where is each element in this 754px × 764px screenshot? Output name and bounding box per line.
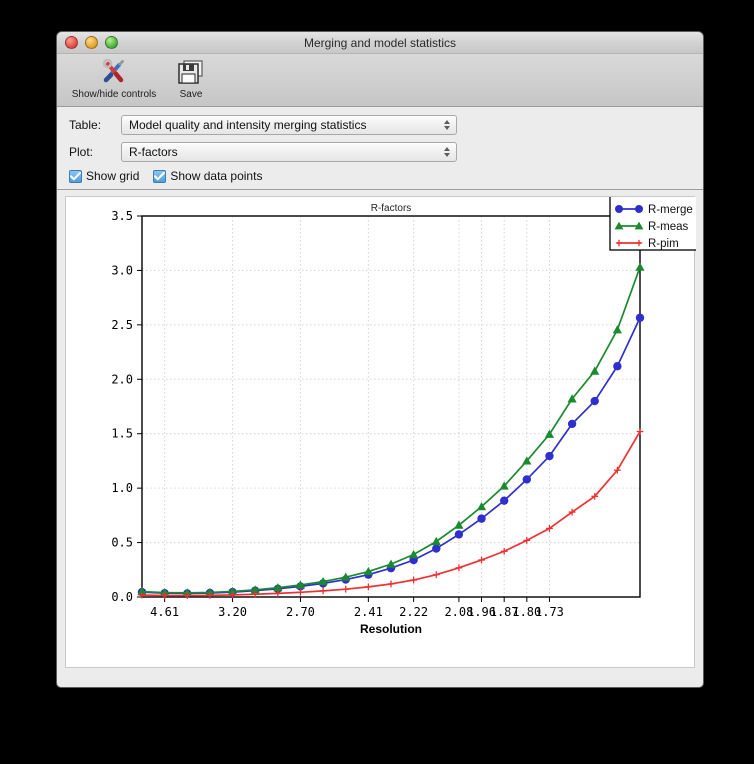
show-data-points-label: Show data points (170, 169, 263, 183)
r-factors-chart: R-factors 0.0 0.5 1.0 1.5 2.0 2.5 3.0 3.5 4.61 3.2… (111, 197, 696, 636)
svg-text:1.87: 1.87 (490, 605, 519, 619)
svg-text:2.5: 2.5 (111, 318, 133, 332)
svg-text:2.70: 2.70 (286, 605, 315, 619)
plot-canvas: R-factors 0.0 0.5 1.0 1.5 2.0 2.5 3.0 3.5 4.61 3.2… (65, 196, 696, 668)
toolbar: Show/hide controls Save (57, 54, 703, 107)
checkmark-icon (69, 169, 82, 183)
traffic-light-buttons[interactable] (65, 36, 118, 49)
zoom-button[interactable] (105, 36, 118, 49)
svg-text:R-meas: R-meas (648, 221, 689, 233)
svg-text:R-merge: R-merge (648, 204, 693, 216)
svg-text:2.08: 2.08 (444, 605, 473, 619)
svg-text:1.80: 1.80 (512, 605, 541, 619)
svg-text:1.5: 1.5 (111, 427, 133, 441)
svg-text:3.5: 3.5 (111, 209, 133, 223)
plot-row: Plot: R-factors (69, 142, 691, 162)
table-select[interactable]: Model quality and intensity merging stat… (121, 115, 457, 135)
show-grid-checkbox[interactable]: Show grid (69, 169, 139, 183)
svg-text:2.0: 2.0 (111, 372, 133, 386)
svg-text:4.61: 4.61 (150, 605, 179, 619)
show-data-points-checkbox[interactable]: Show data points (153, 169, 262, 183)
table-label: Table: (69, 118, 102, 132)
svg-text:2.41: 2.41 (354, 605, 383, 619)
svg-text:1.0: 1.0 (111, 481, 133, 495)
save-label: Save (179, 89, 203, 100)
svg-text:Resolution: Resolution (360, 622, 422, 636)
plot-select-value: R-factors (129, 145, 178, 159)
application-window: Merging and model statistics (56, 31, 704, 688)
show-hide-controls-label: Show/hide controls (71, 89, 157, 100)
checkbox-row: Show grid Show data points (69, 169, 691, 183)
window-title: Merging and model statistics (303, 36, 457, 50)
table-select-value: Model quality and intensity merging stat… (129, 118, 367, 132)
svg-text:3.0: 3.0 (111, 263, 133, 277)
svg-text:0.0: 0.0 (111, 590, 133, 604)
svg-text:3.20: 3.20 (218, 605, 247, 619)
svg-text:0.5: 0.5 (111, 536, 133, 550)
svg-text:1.96: 1.96 (467, 605, 496, 619)
svg-text:1.73: 1.73 (535, 605, 564, 619)
show-grid-label: Show grid (86, 169, 140, 183)
close-button[interactable] (65, 36, 78, 49)
save-button[interactable]: Save (171, 57, 211, 100)
table-row: Table: Model quality and intensity mergi… (69, 115, 691, 135)
chevron-updown-icon (444, 120, 450, 130)
svg-text:2.22: 2.22 (399, 605, 428, 619)
tools-icon (99, 57, 129, 87)
plot-select[interactable]: R-factors (121, 142, 457, 162)
floppy-disk-icon (177, 57, 205, 87)
checkmark-icon (153, 169, 167, 183)
svg-text:R-factors: R-factors (371, 203, 412, 214)
minimize-button[interactable] (85, 36, 98, 49)
controls-panel: Table: Model quality and intensity mergi… (57, 107, 703, 190)
window-titlebar[interactable]: Merging and model statistics (57, 32, 703, 54)
chevron-updown-icon (444, 147, 450, 157)
svg-text:R-pim: R-pim (648, 238, 679, 250)
plot-label: Plot: (69, 145, 94, 159)
show-hide-controls-button[interactable]: Show/hide controls (71, 57, 157, 100)
